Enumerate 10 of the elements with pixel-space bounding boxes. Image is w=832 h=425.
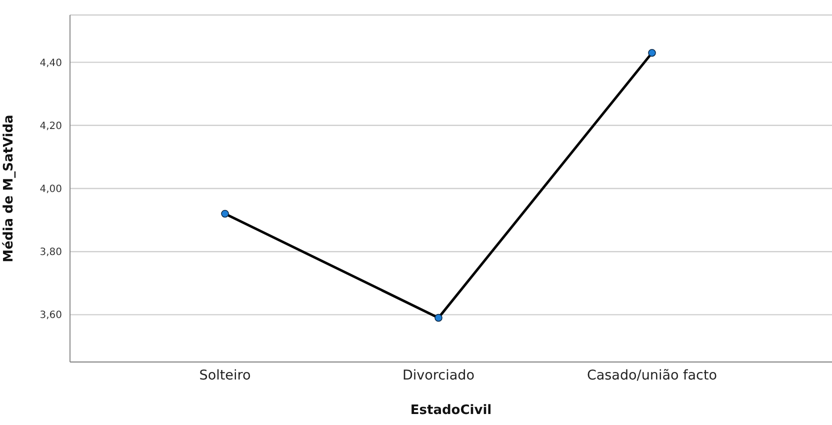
y-tick-label: 3,80 xyxy=(40,247,62,258)
y-axis-title: Média de M_SatVida xyxy=(2,114,17,262)
y-tick-label: 4,00 xyxy=(40,184,62,196)
x-tick-label: Divorciado xyxy=(402,368,474,384)
y-tick-label: 3,60 xyxy=(40,310,62,322)
y-tick-label: 4,20 xyxy=(40,120,62,132)
x-axis-title: EstadoCivil xyxy=(410,403,492,418)
x-tick-label: Casado/união facto xyxy=(586,368,718,384)
y-tick-label: 4,40 xyxy=(40,58,62,69)
x-tick-label: Solteiro xyxy=(199,368,251,384)
